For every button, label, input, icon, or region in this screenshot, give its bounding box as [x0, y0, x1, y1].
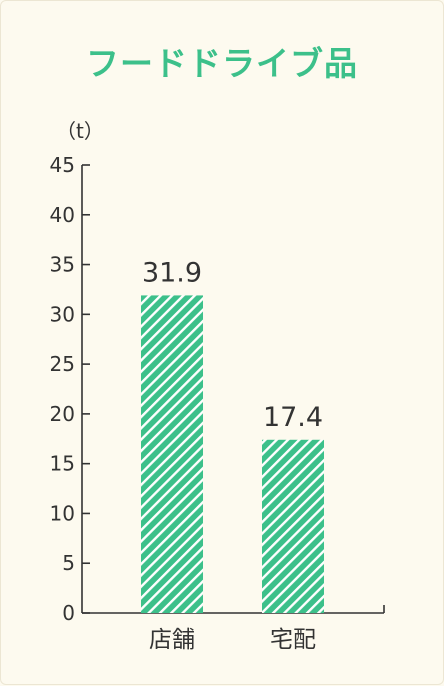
y-tick-label: 45: [50, 153, 75, 177]
y-tick-label: 5: [62, 551, 75, 575]
y-tick-label: 10: [50, 501, 75, 525]
y-tick-label: 40: [50, 203, 75, 227]
bar-0: [141, 295, 203, 613]
y-tick-label: 20: [50, 402, 75, 426]
category-label: 宅配: [270, 627, 316, 653]
y-tick-label: 15: [50, 452, 75, 476]
y-tick-label: 30: [50, 302, 75, 326]
y-tick-label: 35: [50, 253, 75, 277]
y-axis-unit-label: （t）: [56, 119, 104, 143]
y-tick-label: 0: [62, 601, 75, 625]
category-label: 店舗: [149, 627, 195, 653]
bars-group: 31.9 店舗 17.4 宅配: [141, 257, 324, 653]
data-label: 17.4: [263, 402, 323, 433]
y-axis-ticks: 0 5 10 15 20 25 30 35 40 45: [50, 153, 90, 625]
data-label: 31.9: [142, 257, 202, 288]
chart-title: フードドライブ品: [86, 44, 358, 83]
y-tick-label: 25: [50, 352, 75, 376]
bar-1: [262, 439, 324, 613]
